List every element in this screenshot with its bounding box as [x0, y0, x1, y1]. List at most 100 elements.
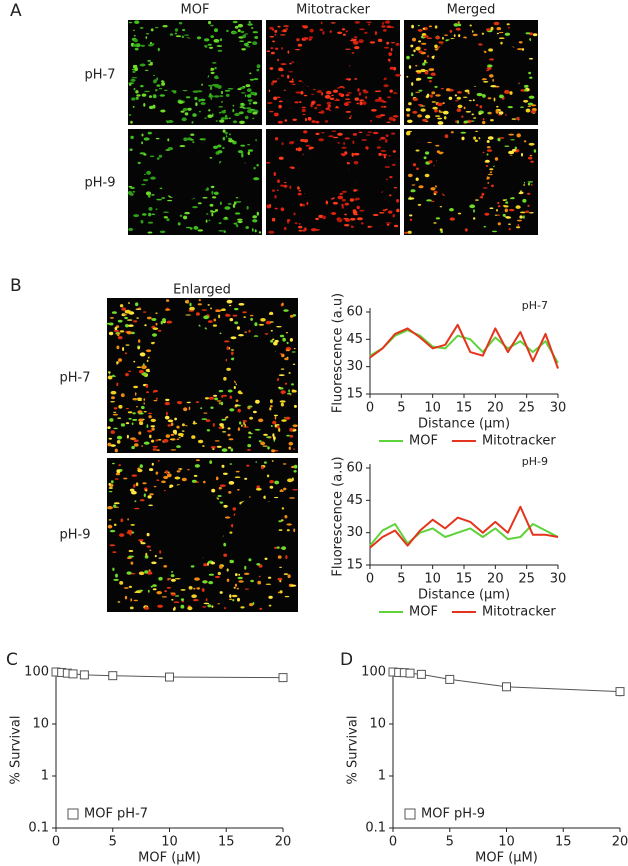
image-nucleus: [233, 336, 279, 399]
image-speckle: [218, 314, 221, 319]
image-speckle: [529, 154, 533, 157]
image-speckle: [268, 604, 272, 607]
image-speckle: [257, 580, 262, 585]
image-speckle: [166, 320, 173, 324]
image-speckle: [239, 106, 244, 108]
image-speckle: [140, 84, 144, 88]
image-speckle: [256, 485, 261, 489]
image-speckle: [529, 76, 533, 79]
image-speckle: [357, 88, 360, 92]
image-speckle: [277, 577, 283, 581]
image-speckle: [361, 139, 368, 141]
image-speckle: [149, 468, 154, 472]
image-speckle: [254, 322, 258, 327]
image-speckle: [212, 324, 217, 327]
image-speckle: [247, 94, 252, 98]
image-speckle: [229, 463, 233, 465]
image-speckle: [292, 118, 297, 122]
image-speckle: [433, 222, 437, 224]
image-speckle: [332, 89, 339, 93]
image-speckle: [226, 367, 231, 371]
microscopy-image: [128, 20, 262, 125]
image-speckle: [220, 201, 222, 205]
image-speckle: [515, 205, 521, 209]
image-speckle: [326, 101, 331, 105]
image-speckle: [298, 223, 301, 225]
image-speckle: [291, 351, 296, 353]
image-speckle: [279, 334, 285, 338]
image-speckle: [115, 573, 118, 578]
image-speckle: [210, 71, 215, 75]
image-speckle: [274, 33, 277, 36]
marker: [278, 673, 288, 683]
image-speckle: [125, 324, 129, 328]
image-speckle: [527, 105, 531, 108]
image-speckle: [406, 76, 409, 78]
image-speckle: [129, 531, 132, 536]
image-speckle: [320, 92, 324, 96]
image-speckle: [528, 71, 531, 75]
image-speckle: [164, 415, 170, 420]
image-speckle: [148, 207, 153, 211]
image-speckle: [117, 319, 123, 323]
image-speckle: [250, 27, 254, 29]
image-speckle: [278, 529, 283, 531]
image-speckle: [237, 150, 243, 154]
image-speckle: [469, 99, 472, 102]
image-speckle: [502, 213, 506, 217]
marker: [108, 671, 118, 681]
image-speckle: [529, 212, 534, 214]
image-speckle: [247, 23, 253, 26]
image-speckle: [173, 91, 177, 94]
image-speckle: [146, 170, 152, 175]
image-speckle: [230, 336, 237, 340]
image-speckle: [449, 29, 453, 33]
image-speckle: [507, 106, 513, 109]
image-speckle: [158, 576, 163, 581]
image-speckle: [272, 189, 275, 192]
image-speckle: [345, 98, 351, 100]
image-speckle: [366, 21, 372, 23]
image-speckle: [222, 431, 227, 433]
image-speckle: [332, 136, 339, 139]
image-speckle: [141, 183, 146, 186]
image-speckle: [190, 133, 195, 136]
image-speckle: [426, 55, 430, 58]
image-speckle: [272, 40, 276, 43]
image-speckle: [191, 479, 197, 483]
image-speckle: [123, 314, 128, 316]
x-tick-label: 5: [397, 401, 405, 416]
image-speckle: [180, 604, 185, 609]
image-speckle: [434, 44, 438, 49]
image-speckle: [221, 394, 224, 399]
image-speckle: [113, 578, 119, 581]
image-speckle: [315, 132, 320, 135]
image-speckle: [209, 203, 214, 207]
image-speckle: [244, 115, 249, 120]
image-speckle: [413, 49, 416, 53]
image-speckle: [279, 490, 284, 492]
image-speckle: [113, 523, 117, 526]
image-speckle: [271, 449, 276, 453]
microscopy-image: [266, 129, 400, 235]
image-speckle: [130, 524, 135, 526]
image-speckle: [244, 572, 250, 575]
image-speckle: [392, 214, 396, 218]
image-speckle: [147, 589, 150, 593]
image-speckle: [288, 441, 294, 446]
image-speckle: [184, 211, 190, 215]
image-speckle: [249, 78, 255, 81]
image-speckle: [108, 437, 113, 440]
image-speckle: [415, 91, 420, 93]
image-nucleus: [149, 484, 226, 562]
y-tick-label: 45: [346, 332, 363, 347]
image-speckle: [282, 337, 286, 342]
image-speckle: [294, 101, 299, 104]
image-speckle: [303, 130, 308, 134]
image-speckle: [270, 329, 273, 332]
image-speckle: [243, 421, 246, 426]
image-speckle: [261, 466, 264, 470]
image-speckle: [364, 31, 368, 34]
image-speckle: [202, 606, 207, 608]
image-speckle: [517, 219, 522, 222]
